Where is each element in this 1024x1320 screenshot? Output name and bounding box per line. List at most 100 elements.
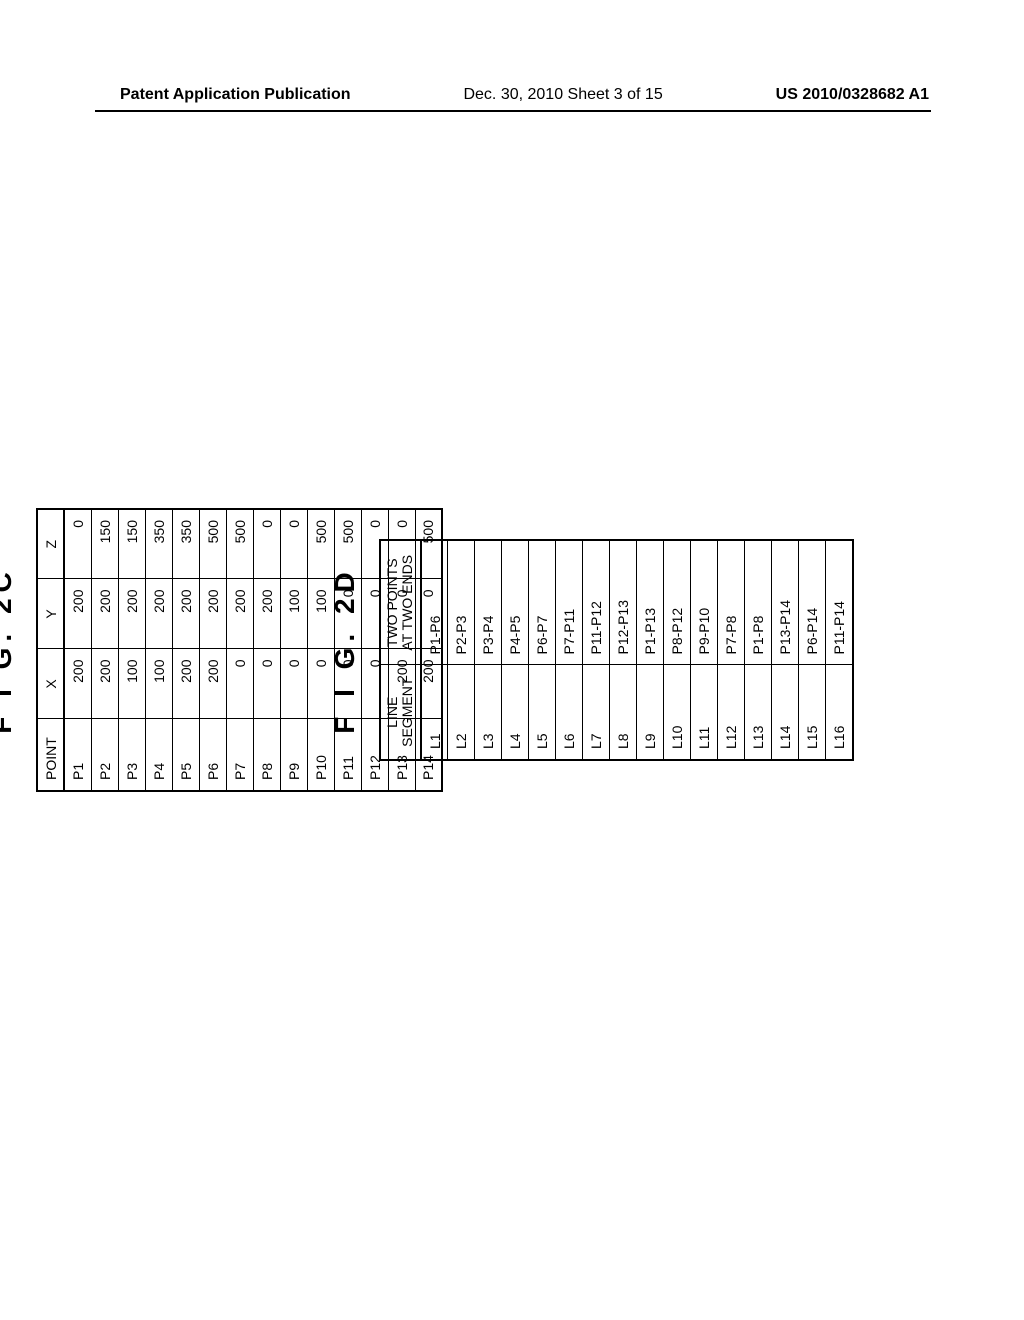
- table-row: L12P7-P8: [718, 540, 745, 760]
- table-header-row: LINE SEGMENT TWO POINTS AT TWO ENDS: [380, 540, 421, 760]
- table-row: L15P6-P14: [799, 540, 826, 760]
- cell-value: 200: [91, 649, 118, 719]
- cell-value: 0: [253, 649, 280, 719]
- cell-endpoints: P9-P10: [691, 540, 718, 665]
- cell-value: 0: [280, 509, 307, 579]
- cell-value: 500: [199, 509, 226, 579]
- cell-value: 200: [91, 579, 118, 649]
- cell-endpoints: P4-P5: [502, 540, 529, 665]
- cell-value: 200: [118, 579, 145, 649]
- cell-line: L2: [448, 665, 475, 760]
- col-line-segment-l1: LINE SEGMENT: [385, 676, 416, 750]
- table-row: P802000: [253, 509, 280, 791]
- cell-value: 200: [199, 649, 226, 719]
- table-row: L13P1-P8: [745, 540, 772, 760]
- cell-point: P6: [199, 719, 226, 791]
- table-row: P5200200350: [172, 509, 199, 791]
- cell-point: P2: [91, 719, 118, 791]
- table-row: P6200200500: [199, 509, 226, 791]
- cell-value: 500: [226, 509, 253, 579]
- cell-line: L1: [421, 665, 448, 760]
- cell-endpoints: P12-P13: [610, 540, 637, 665]
- cell-value: 200: [199, 579, 226, 649]
- table-row: P70200500: [226, 509, 253, 791]
- header-rule: [95, 110, 931, 112]
- cell-line: L13: [745, 665, 772, 760]
- cell-line: L7: [583, 665, 610, 760]
- col-two-points: TWO POINTS AT TWO ENDS: [380, 540, 421, 665]
- header-left: Patent Application Publication: [120, 86, 351, 104]
- header-right: US 2010/0328682 A1: [776, 86, 929, 104]
- page-header: Patent Application Publication Dec. 30, …: [0, 86, 1024, 104]
- cell-endpoints: P2-P3: [448, 540, 475, 665]
- table-fig2d: LINE SEGMENT TWO POINTS AT TWO ENDS L1P1…: [379, 539, 854, 761]
- cell-endpoints: P11-P14: [826, 540, 853, 665]
- cell-line: L5: [529, 665, 556, 760]
- cell-point: P9: [280, 719, 307, 791]
- table-row: P4100200350: [145, 509, 172, 791]
- cell-endpoints: P7-P8: [718, 540, 745, 665]
- cell-endpoints: P7-P11: [556, 540, 583, 665]
- col-point: POINT: [37, 719, 64, 791]
- cell-endpoints: P1-P6: [421, 540, 448, 665]
- cell-line: L15: [799, 665, 826, 760]
- cell-endpoints: P6-P14: [799, 540, 826, 665]
- table-row: L2P2-P3: [448, 540, 475, 760]
- table-row: L3P3-P4: [475, 540, 502, 760]
- cell-value: 200: [172, 649, 199, 719]
- cell-value: 0: [253, 509, 280, 579]
- table-row: L6P7-P11: [556, 540, 583, 760]
- table-row: L11P9-P10: [691, 540, 718, 760]
- header-center: Dec. 30, 2010 Sheet 3 of 15: [463, 86, 662, 104]
- cell-line: L8: [610, 665, 637, 760]
- table-row: P3100200150: [118, 509, 145, 791]
- cell-endpoints: P11-P12: [583, 540, 610, 665]
- cell-endpoints: P1-P8: [745, 540, 772, 665]
- table-row: P12002000: [64, 509, 91, 791]
- cell-endpoints: P3-P4: [475, 540, 502, 665]
- cell-point: P7: [226, 719, 253, 791]
- cell-value: 100: [118, 649, 145, 719]
- cell-value: 200: [253, 579, 280, 649]
- cell-line: L9: [637, 665, 664, 760]
- cell-endpoints: P8-P12: [664, 540, 691, 665]
- cell-line: L4: [502, 665, 529, 760]
- table-row: P2200200150: [91, 509, 118, 791]
- table-row: L16P11-P14: [826, 540, 853, 760]
- col-x: X: [37, 649, 64, 719]
- cell-point: P8: [253, 719, 280, 791]
- cell-value: 200: [226, 579, 253, 649]
- cell-value: 200: [172, 579, 199, 649]
- cell-endpoints: P1-P13: [637, 540, 664, 665]
- table-row: L8P12-P13: [610, 540, 637, 760]
- cell-value: 350: [172, 509, 199, 579]
- cell-value: 100: [145, 649, 172, 719]
- figure-2c-title: F I G. 2C: [0, 566, 18, 734]
- figure-area: F I G. 2C POINT X Y Z P12002000P22002001…: [0, 280, 1024, 1020]
- cell-value: 0: [64, 509, 91, 579]
- cell-value: 350: [145, 509, 172, 579]
- cell-line: L6: [556, 665, 583, 760]
- cell-point: P4: [145, 719, 172, 791]
- cell-value: 200: [64, 649, 91, 719]
- table-row: L4P4-P5: [502, 540, 529, 760]
- table-row: L9P1-P13: [637, 540, 664, 760]
- cell-value: 0: [280, 649, 307, 719]
- col-z: Z: [37, 509, 64, 579]
- cell-line: L12: [718, 665, 745, 760]
- table-header-row: POINT X Y Z: [37, 509, 64, 791]
- table-row: L1P1-P6: [421, 540, 448, 760]
- cell-value: 150: [118, 509, 145, 579]
- cell-value: 0: [226, 649, 253, 719]
- col-two-points-l1: TWO POINTS AT TWO ENDS: [385, 551, 416, 655]
- table-row: L7P11-P12: [583, 540, 610, 760]
- table-row: L14P13-P14: [772, 540, 799, 760]
- cell-point: P3: [118, 719, 145, 791]
- table-row: L10P8-P12: [664, 540, 691, 760]
- table-row: L5P6-P7: [529, 540, 556, 760]
- col-line-segment: LINE SEGMENT: [380, 665, 421, 760]
- cell-value: 150: [91, 509, 118, 579]
- cell-line: L16: [826, 665, 853, 760]
- cell-value: 100: [280, 579, 307, 649]
- cell-line: L3: [475, 665, 502, 760]
